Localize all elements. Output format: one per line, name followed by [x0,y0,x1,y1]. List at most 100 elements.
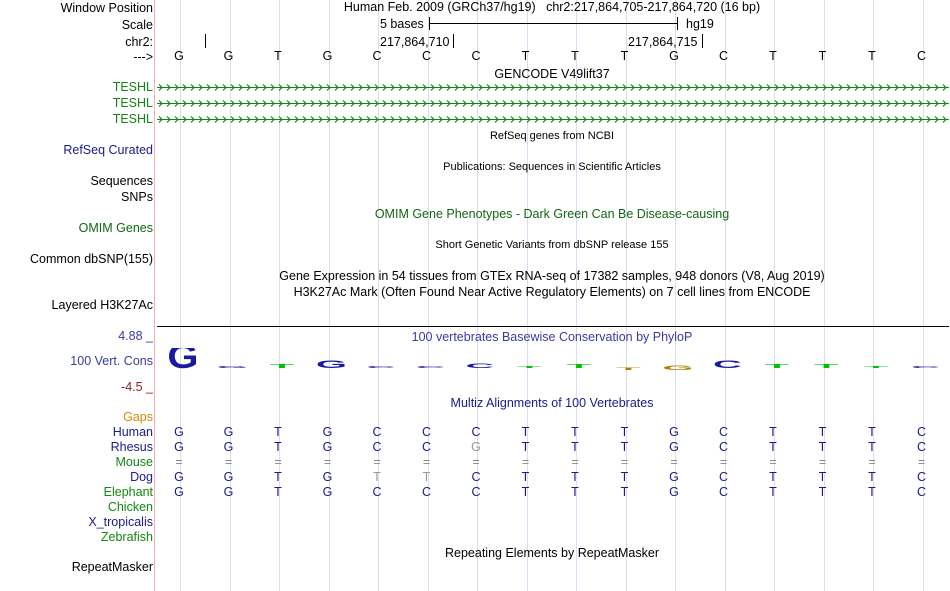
gene-label-teshl-2[interactable]: TESHL [112,96,153,110]
strand-arrow [214,84,219,91]
strand-arrow [510,84,515,91]
aligned-base: T [620,425,629,439]
strand-arrow [574,100,579,107]
strand-arrow [718,84,723,91]
strand-arrow [686,100,691,107]
repeatmasker-title[interactable]: Repeating Elements by RepeatMasker [444,546,660,560]
strand-arrow [590,84,595,91]
omim-title[interactable]: OMIM Gene Phenotypes - Dark Green Can Be… [374,207,730,221]
strand-arrow [934,116,939,123]
scale-bar [429,23,677,24]
strand-arrow [334,100,339,107]
strand-arrow [158,84,163,91]
assembly-label: hg19 [686,17,714,31]
aligned-base: T [521,425,530,439]
strand-arrow [646,100,651,107]
strand-arrow [334,84,339,91]
publications-sequences-label[interactable]: Sequences [90,174,153,188]
strand-arrow [646,116,651,123]
gtex-title[interactable]: Gene Expression in 54 tissues from GTEx … [279,269,825,283]
multiz-title[interactable]: Multiz Alignments of 100 Vertebrates [450,396,654,410]
conservation-mark: G [217,366,248,369]
gencode-title[interactable]: GENCODE V49lift37 [494,67,610,81]
strand-arrow [758,100,763,107]
aligned-base: T [422,470,431,484]
strand-arrow [326,116,331,123]
aligned-base: T [521,470,530,484]
strand-arrow [342,100,347,107]
species-label-mouse[interactable]: Mouse [115,455,153,469]
conservation-title[interactable]: 100 vertebrates Basewise Conservation by… [411,330,693,344]
strand-arrow [534,116,539,123]
strand-arrow [734,100,739,107]
species-label-elephant[interactable]: Elephant [103,485,153,499]
strand-arrow [222,84,227,91]
refseq-curated-label[interactable]: RefSeq Curated [63,143,153,157]
aligned-base: C [916,425,927,439]
species-label-rhesus[interactable]: Rhesus [110,440,153,454]
species-label-chicken[interactable]: Chicken [107,500,153,514]
strand-arrow [790,100,795,107]
refseq-title[interactable]: RefSeq genes from NCBI [489,130,615,142]
scale-text: 5 bases [380,17,424,31]
strand-arrow [766,116,771,123]
aligned-base: G [223,425,234,439]
reference-base: T [620,49,629,63]
strand-arrow [622,116,627,123]
strand-arrow [190,84,195,91]
strand-arrow [278,100,283,107]
omim-genes-label[interactable]: OMIM Genes [78,221,153,235]
strand-arrow [606,100,611,107]
gene-track-teshl-2[interactable] [157,99,949,108]
strand-arrow [678,100,683,107]
gene-track-teshl-3[interactable] [157,115,949,124]
strand-arrow [726,100,731,107]
strand-arrow [398,116,403,123]
strand-arrow [406,116,411,123]
chr-label[interactable]: chr2: [125,35,153,49]
strand-arrow [910,84,915,91]
layered-h3k27ac-label[interactable]: Layered H3K27Ac [51,298,153,312]
publications-title[interactable]: Publications: Sequences in Scientific Ar… [443,161,661,173]
direction-label: ---> [133,50,153,64]
gene-label-teshl-1[interactable]: TESHL [112,80,153,94]
conservation-label[interactable]: 100 Vert. Cons [70,354,153,368]
strand-arrow [358,100,363,107]
position-title[interactable]: Human Feb. 2009 (GRCh37/hg19) chr2:217,8… [343,0,761,14]
strand-arrow [766,100,771,107]
strand-arrow [806,116,811,123]
publications-snps-label[interactable]: SNPs [121,190,153,204]
strand-arrow [486,116,491,123]
strand-arrow [766,84,771,91]
grid-line [427,0,429,591]
aligned-base: T [620,485,629,499]
repeatmasker-label[interactable]: RepeatMasker [71,560,153,574]
conservation-mark: T [567,364,592,370]
gene-label-teshl-3[interactable]: TESHL [112,112,153,126]
common-dbsnp-label[interactable]: Common dbSNP(155) [30,252,153,266]
strand-arrow [478,100,483,107]
aligned-base: = [175,455,183,469]
strand-arrow [534,84,539,91]
grid-line [774,0,775,591]
species-label-zebrafish[interactable]: Zebrafish [100,530,153,544]
aligned-base: G [669,470,679,484]
aligned-base: = [224,455,233,469]
gene-track-teshl-1[interactable] [157,83,949,92]
strand-arrow [806,100,811,107]
dbsnp-title[interactable]: Short Genetic Variants from dbSNP releas… [435,239,669,251]
aligned-base: T [620,470,629,484]
strand-arrow [454,116,459,123]
h3k27ac-title[interactable]: H3K27Ac Mark (Often Found Near Active Re… [293,285,811,299]
aligned-base: T [373,470,381,484]
aligned-base: G [669,440,679,454]
species-label-x_tropicalis[interactable]: X_tropicalis [88,515,153,529]
strand-arrow [846,100,851,107]
strand-arrow [342,116,347,123]
aligned-base: T [818,425,827,439]
species-label-human[interactable]: Human [112,425,153,439]
strand-arrow [718,116,723,123]
species-label-dog[interactable]: Dog [130,470,153,484]
strand-arrow [934,84,939,91]
